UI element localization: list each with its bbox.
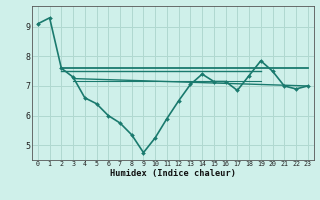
X-axis label: Humidex (Indice chaleur): Humidex (Indice chaleur)	[110, 169, 236, 178]
